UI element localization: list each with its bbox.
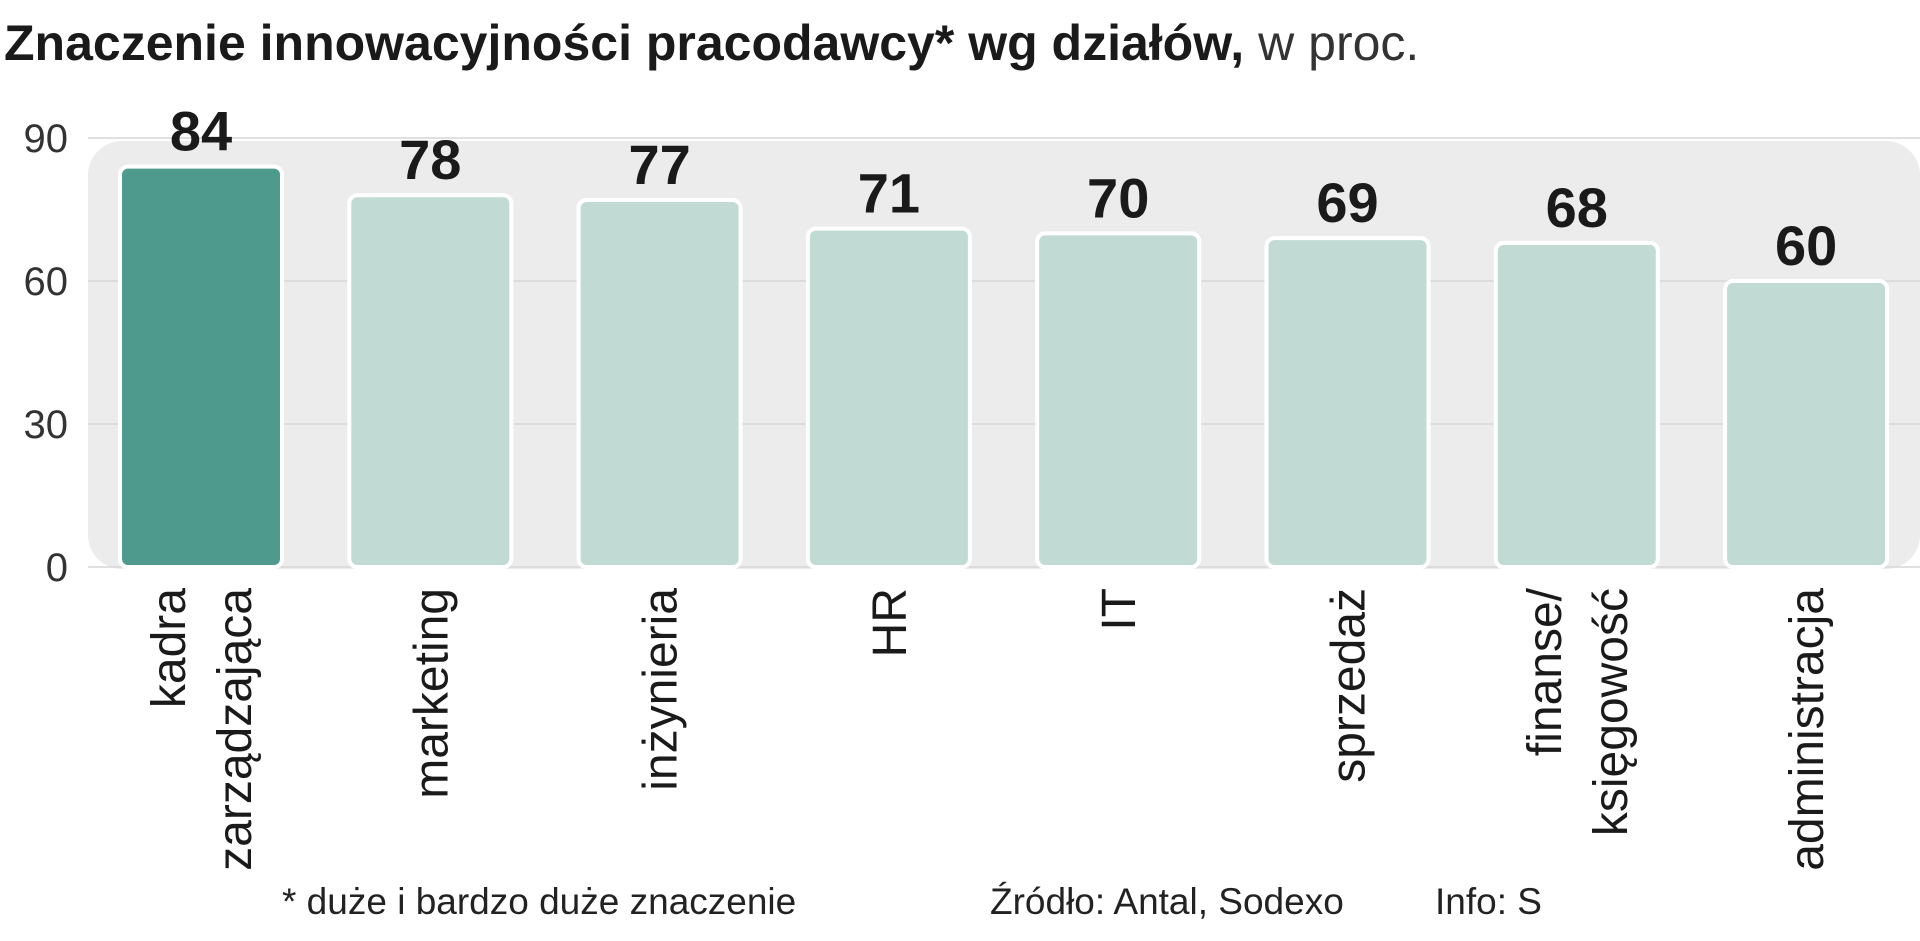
source: Źródło: Antal, Sodexo xyxy=(990,881,1344,922)
value-label: 84 xyxy=(170,100,232,163)
y-tick-label: 30 xyxy=(24,403,69,447)
value-label: 71 xyxy=(858,162,920,225)
x-tick-label: marketing xyxy=(405,588,458,799)
x-tick-label: księgowość xyxy=(1585,588,1638,836)
x-tick-label: kadra xyxy=(143,588,196,708)
x-tick-label: sprzedaż xyxy=(1323,588,1376,783)
bar xyxy=(347,193,514,569)
footnote: * duże i bardzo duże znaczenie xyxy=(282,881,796,922)
value-label: 77 xyxy=(628,133,690,196)
value-label: 69 xyxy=(1316,171,1378,234)
bar xyxy=(1035,231,1202,569)
value-label: 68 xyxy=(1546,176,1608,239)
x-tick-label: HR xyxy=(864,588,917,657)
x-tick-label: finanse/ xyxy=(1519,587,1572,756)
unit: w proc. xyxy=(1257,15,1419,71)
x-tick-label: IT xyxy=(1093,588,1146,631)
bar xyxy=(576,197,743,569)
x-tick-label: zarządzająca xyxy=(209,588,262,871)
x-tick-label: inżynieria xyxy=(635,588,688,791)
bar xyxy=(1493,240,1660,569)
bar xyxy=(805,226,972,569)
value-label: 60 xyxy=(1775,214,1837,277)
value-label: 78 xyxy=(399,128,461,191)
value-label: 70 xyxy=(1087,166,1149,229)
bar xyxy=(1723,279,1890,569)
y-tick-label: 60 xyxy=(24,260,69,304)
credit: Info: S xyxy=(1435,881,1542,922)
y-tick-label: 0 xyxy=(46,546,68,590)
bar xyxy=(1264,236,1431,569)
x-tick-label: administracja xyxy=(1781,588,1834,871)
y-tick-label: 90 xyxy=(24,117,69,161)
plot-background xyxy=(88,141,1920,569)
title: Znaczenie innowacyjności pracodawcy* wg … xyxy=(4,15,1244,71)
chart-title: Znaczenie innowacyjności pracodawcy* wg … xyxy=(4,15,1419,71)
bar xyxy=(118,164,284,569)
